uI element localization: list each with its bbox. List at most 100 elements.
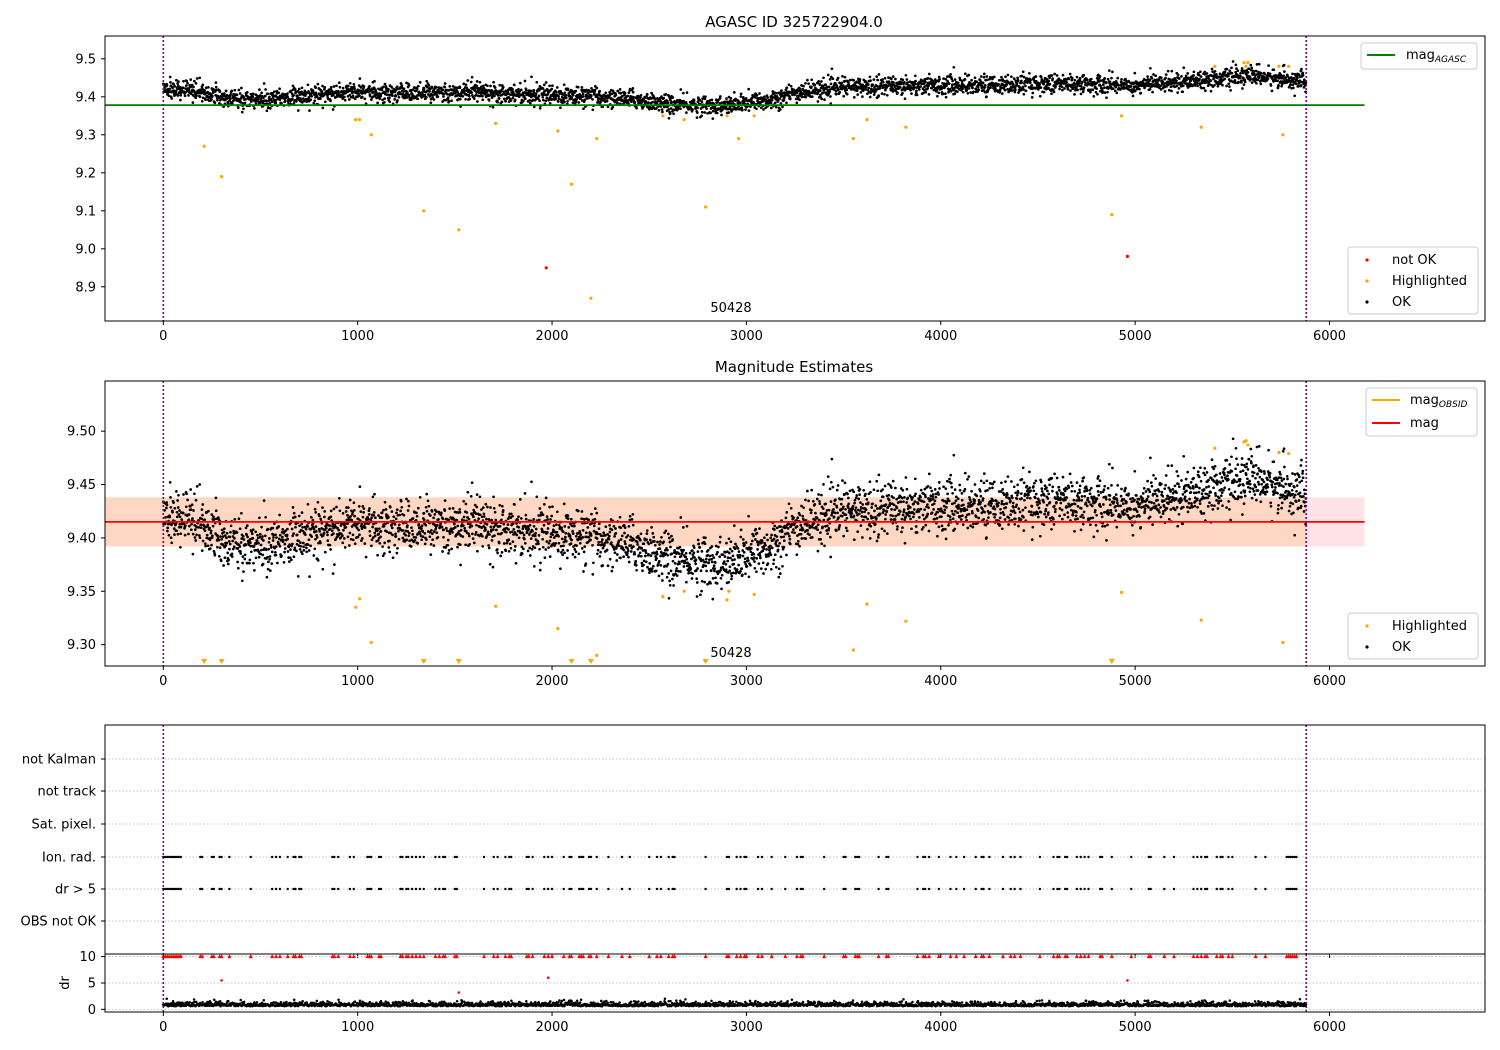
agasc-ok-point [518,81,522,85]
agasc-ok-point [619,91,623,95]
mag-ok-point [459,528,463,532]
agasc-ok-point [425,79,429,83]
mag-ok-point [184,505,188,509]
agasc-ok-point [534,92,538,95]
mag-ok-point [395,508,399,511]
agasc-ok-point [316,82,320,86]
agasc-highlighted-point [358,118,362,122]
agasc-ok-point [542,83,546,87]
mag-ok-point [459,563,462,567]
agasc-ok-point [1022,92,1026,96]
mag-ok-point [231,539,235,543]
agasc-ok-point [203,88,207,92]
agasc-ok-point [901,91,904,95]
agasc-ok-point [1080,80,1084,84]
agasc-ok-point [1181,84,1185,88]
agasc-ok-point [489,84,492,88]
agasc-ok-point [497,97,501,100]
agasc-ok-point [937,91,941,95]
mag-ok-point [237,517,241,521]
mag-ok-point [216,545,219,549]
agasc-ok-point [331,108,335,111]
agasc-ok-point [189,78,193,81]
agasc-ok-point [352,85,356,89]
agasc-ok-point [1257,62,1261,66]
agasc-ok-point [538,99,541,103]
agasc-ok-point [502,97,506,101]
mag-ok-point [442,535,445,539]
agasc-ok-point [639,93,643,97]
mag-ok-point [470,524,474,528]
agasc-ok-point [216,98,219,102]
mag-ok-point [373,531,377,535]
mag-ok-point [425,509,429,513]
mag-ok-point [491,565,495,569]
agasc-ok-point [1003,88,1007,92]
mag-ok-point [206,544,210,548]
agasc-ok-point [397,95,401,99]
mag-ok-point [198,536,202,540]
agasc-ok-point [292,93,295,97]
panel-agasc-legend-bottom: not OK Highlighted OK [1347,246,1479,315]
agasc-ok-point [1170,69,1174,73]
mag-ok-point [228,535,232,539]
agasc-ok-point [384,90,388,94]
mag-ok-point [517,515,520,519]
agasc-ok-point [195,77,199,80]
agasc-ok-point [1078,76,1082,80]
mag-ok-point [407,534,411,538]
agasc-ok-point [778,108,782,111]
agasc-ok-point [1196,84,1199,88]
agasc-ok-point [1240,67,1244,70]
agasc-ok-point [1021,70,1025,74]
mag-ok-point [448,507,452,510]
mag-ok-point [485,517,488,521]
agasc-ok-point [798,87,802,91]
agasc-ok-point [177,80,180,83]
agasc-highlighted-point [865,118,869,122]
mag-ok-point [453,526,457,529]
mag-ok-point [201,513,204,517]
agasc-ok-point [1223,70,1227,74]
agasc-ok-point [555,90,558,94]
mag-ok-point [513,545,517,548]
agasc-ok-point [838,90,842,94]
mag-ok-point [486,505,489,509]
agasc-ok-point [362,85,366,88]
agasc-ok-point [1032,78,1036,82]
agasc-ok-point [359,86,363,89]
mag-ok-point [344,510,348,513]
mag-ok-point [227,540,231,543]
agasc-ok-point [204,98,207,102]
mag-ok-point [337,528,341,532]
mag-ok-point [220,537,224,541]
agasc-ok-point [834,92,838,96]
agasc-ok-point [868,95,872,99]
agasc-ok-point [985,75,989,78]
agasc-ok-point [474,93,478,97]
agasc-ok-point [467,94,471,98]
agasc-ok-point [272,90,276,94]
mag-ok-point [181,511,185,515]
agasc-ok-point [342,95,346,99]
mag-ok-point [236,547,240,550]
mag-ok-point [263,534,267,538]
agasc-ok-point [889,77,893,81]
mag-ok-point [324,526,328,530]
agasc-ok-point [179,98,182,102]
mag-ok-point [383,552,386,555]
agasc-ok-point [773,91,777,94]
mag-ok-point [446,538,450,542]
agasc-ok-point [555,86,559,89]
agasc-ytick-label: 9.4 [75,90,96,105]
mag-ok-point [283,542,287,546]
mag-ok-point [534,527,538,531]
agasc-ok-point [1039,86,1043,89]
agasc-ok-point [1103,86,1106,90]
agasc-ok-point [872,93,876,96]
mag-ok-point [194,498,198,502]
agasc-ok-point [295,100,298,103]
agasc-ok-point [788,97,792,101]
mag-ok-point [281,535,284,539]
mag-ok-point [429,553,433,556]
